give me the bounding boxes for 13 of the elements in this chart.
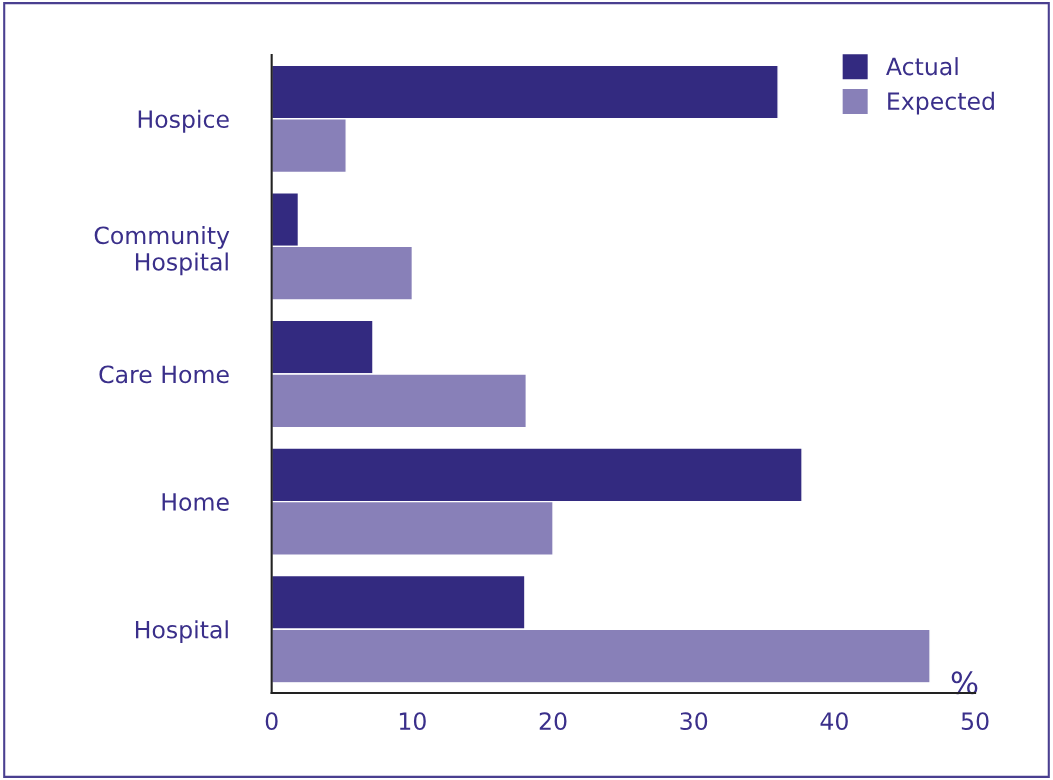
- y-tick-label: Care Home: [99, 365, 229, 384]
- x-tick-label: 30: [680, 712, 708, 731]
- legend-label: Expected: [888, 91, 994, 115]
- y-tick-label: Home: [162, 493, 229, 511]
- y-tick-label: Hospital: [135, 620, 228, 644]
- x-tick-label: 0: [265, 712, 278, 731]
- y-tick-label: Hospice: [138, 109, 229, 133]
- x-tick-label: 40: [820, 712, 848, 731]
- x-tick-label: 20: [539, 712, 567, 731]
- x-tick-label: 10: [399, 712, 426, 731]
- x-tick-label: 50: [961, 712, 989, 731]
- legend-label: Actual: [886, 57, 958, 76]
- y-tick-label: Community Hospital: [94, 226, 230, 276]
